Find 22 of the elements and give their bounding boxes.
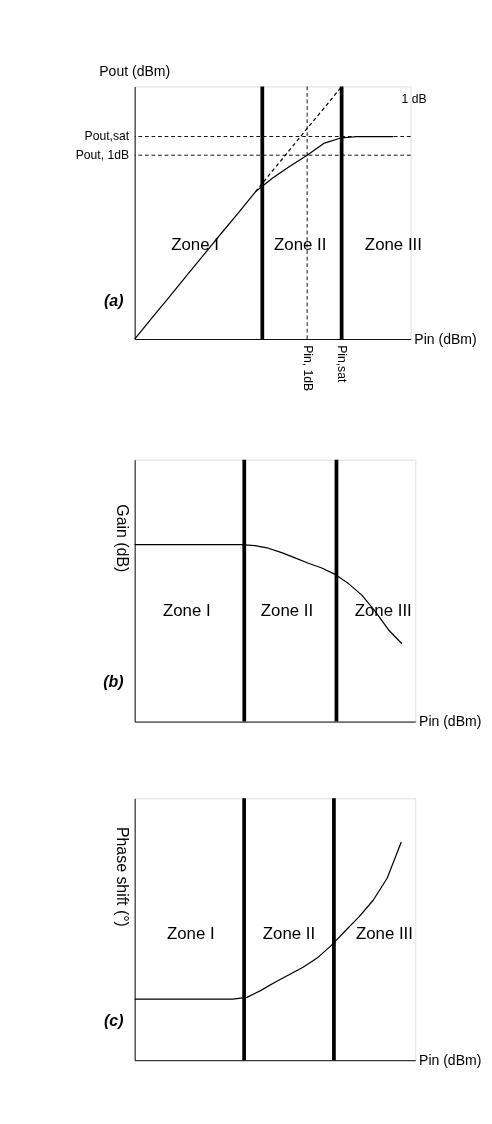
x-axis-title: Pin (dBm): [414, 330, 477, 347]
x-axis-title: Pin (dBm): [419, 713, 482, 730]
text: (c): [104, 1011, 124, 1029]
text: (b): [103, 673, 124, 691]
y-axis-title: Gain (dB): [113, 504, 131, 573]
y-axis-title: Pout (dBm): [99, 63, 171, 80]
ref-line-label: Pout, 1dB: [75, 147, 130, 162]
text: (a): [104, 291, 124, 309]
annotation: Zone III: [364, 235, 422, 255]
annotation: Zone I: [162, 601, 211, 621]
annotation: Zone I: [166, 924, 215, 944]
annotation: Zone III: [355, 924, 413, 944]
annotation: Zone I: [171, 235, 219, 255]
x-tick-label: Pin, 1dB: [300, 345, 315, 392]
annotation: Zone II: [262, 924, 316, 944]
x-tick-label: Pin,sat: [335, 345, 350, 383]
annotation: Zone II: [260, 601, 314, 621]
annotation: 1 dB: [401, 91, 427, 106]
ref-line-label: Pout,sat: [84, 129, 130, 144]
annotation: Zone II: [274, 235, 327, 255]
x-axis-title: Pin (dBm): [419, 1051, 482, 1068]
y-axis-title: Phase shift (°): [113, 826, 131, 927]
